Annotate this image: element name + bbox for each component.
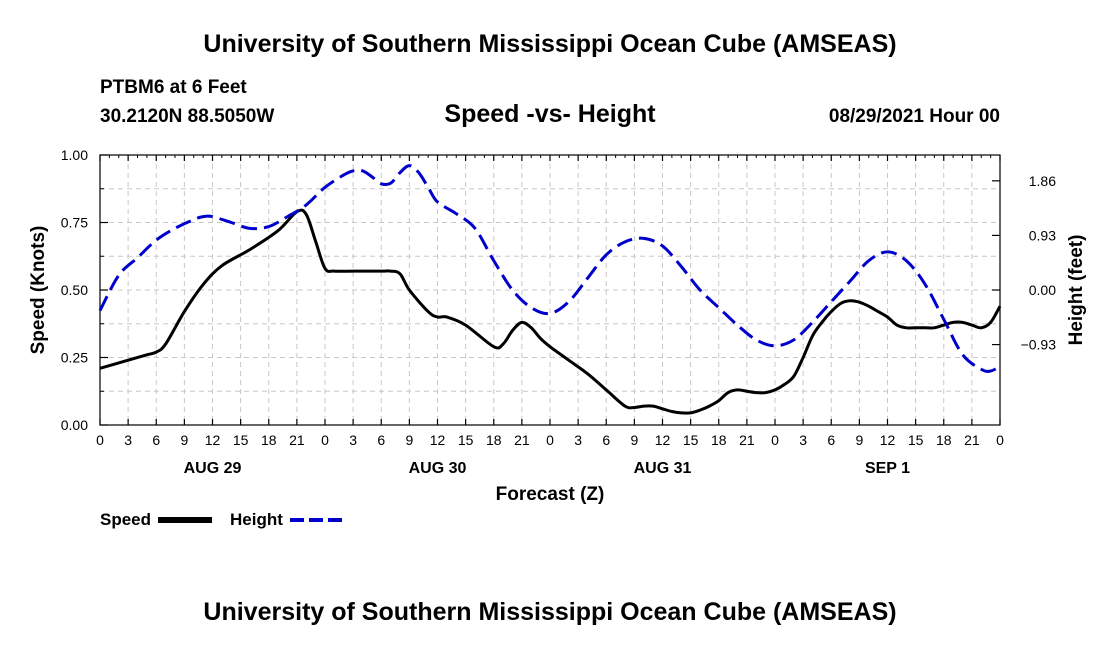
x-tick-label: 6 xyxy=(377,432,385,448)
series-line-speed xyxy=(99,208,1002,415)
x-axis-label: Forecast (Z) xyxy=(496,484,605,505)
y-axis-label-right: Height (feet) xyxy=(1066,235,1087,346)
y-axis-label-left: Speed (Knots) xyxy=(28,226,49,355)
y-tick-label-right: 1.86 xyxy=(1029,173,1056,189)
y-tick-label-left: 0.25 xyxy=(61,350,88,366)
x-tick-label: 6 xyxy=(827,432,835,448)
chart-subtitle: Speed -vs- Height xyxy=(444,100,656,128)
chart-title-top: University of Southern Mississippi Ocean… xyxy=(203,30,897,58)
station-label: PTBM6 at 6 Feet xyxy=(100,77,247,98)
y-tick-label-left: 0.75 xyxy=(61,215,88,231)
x-tick-label: 9 xyxy=(405,432,413,448)
x-tick-label: 0 xyxy=(96,432,104,448)
series-line-height xyxy=(98,164,1001,373)
y-tick-label-right: 0.00 xyxy=(1029,282,1056,298)
y-tick-label-right: −0.93 xyxy=(1021,337,1057,353)
date-label: AUG 31 xyxy=(634,460,692,477)
y-tick-label-left: 0.50 xyxy=(61,282,88,298)
legend-height-label: Height xyxy=(230,510,283,529)
y-tick-label-right: 0.93 xyxy=(1029,227,1056,243)
x-tick-label: 12 xyxy=(880,432,896,448)
axes: 0 3 6 9 12 15 18 21 0 3 6 9 12 15 18 21 0 3 6 9 12 15 18 21 0 3 6 9… xyxy=(61,147,1056,477)
coordinates-label: 30.2120N 88.5050W xyxy=(100,106,275,127)
x-tick-label: 21 xyxy=(514,432,530,448)
series xyxy=(98,164,1002,415)
x-tick-label: 21 xyxy=(739,432,755,448)
x-tick-label: 18 xyxy=(936,432,952,448)
x-tick-label: 9 xyxy=(855,432,863,448)
x-tick-label: 12 xyxy=(205,432,221,448)
x-tick-label: 3 xyxy=(574,432,582,448)
x-tick-label: 3 xyxy=(799,432,807,448)
x-tick-label: 0 xyxy=(771,432,779,448)
x-tick-label: 12 xyxy=(655,432,671,448)
x-tick-label: 18 xyxy=(261,432,277,448)
x-tick-label: 15 xyxy=(458,432,474,448)
x-tick-label: 12 xyxy=(430,432,446,448)
x-tick-label: 18 xyxy=(711,432,727,448)
x-tick-label: 15 xyxy=(233,432,249,448)
date-label: AUG 29 xyxy=(184,460,242,477)
y-tick-label-left: 1.00 xyxy=(61,147,88,163)
x-tick-label: 15 xyxy=(683,432,699,448)
x-tick-label: 21 xyxy=(964,432,980,448)
x-tick-label: 0 xyxy=(996,432,1004,448)
chart-title-bottom: University of Southern Mississippi Ocean… xyxy=(203,598,897,626)
x-tick-label: 18 xyxy=(486,432,502,448)
date-label: SEP 1 xyxy=(865,460,910,477)
legend-speed-label: Speed xyxy=(100,510,152,529)
x-tick-label: 15 xyxy=(908,432,924,448)
x-tick-label: 0 xyxy=(321,432,329,448)
x-tick-label: 6 xyxy=(602,432,610,448)
datetime-label: 08/29/2021 Hour 00 xyxy=(828,106,1000,127)
x-tick-label: 3 xyxy=(349,432,357,448)
x-tick-label: 21 xyxy=(289,432,305,448)
y-tick-label-left: 0.00 xyxy=(61,417,88,433)
date-label: AUG 30 xyxy=(409,460,467,477)
x-tick-label: 6 xyxy=(152,432,160,448)
x-tick-label: 9 xyxy=(630,432,638,448)
grid xyxy=(100,155,1000,425)
x-tick-label: 0 xyxy=(546,432,554,448)
x-tick-label: 9 xyxy=(180,432,188,448)
x-tick-label: 3 xyxy=(124,432,132,448)
